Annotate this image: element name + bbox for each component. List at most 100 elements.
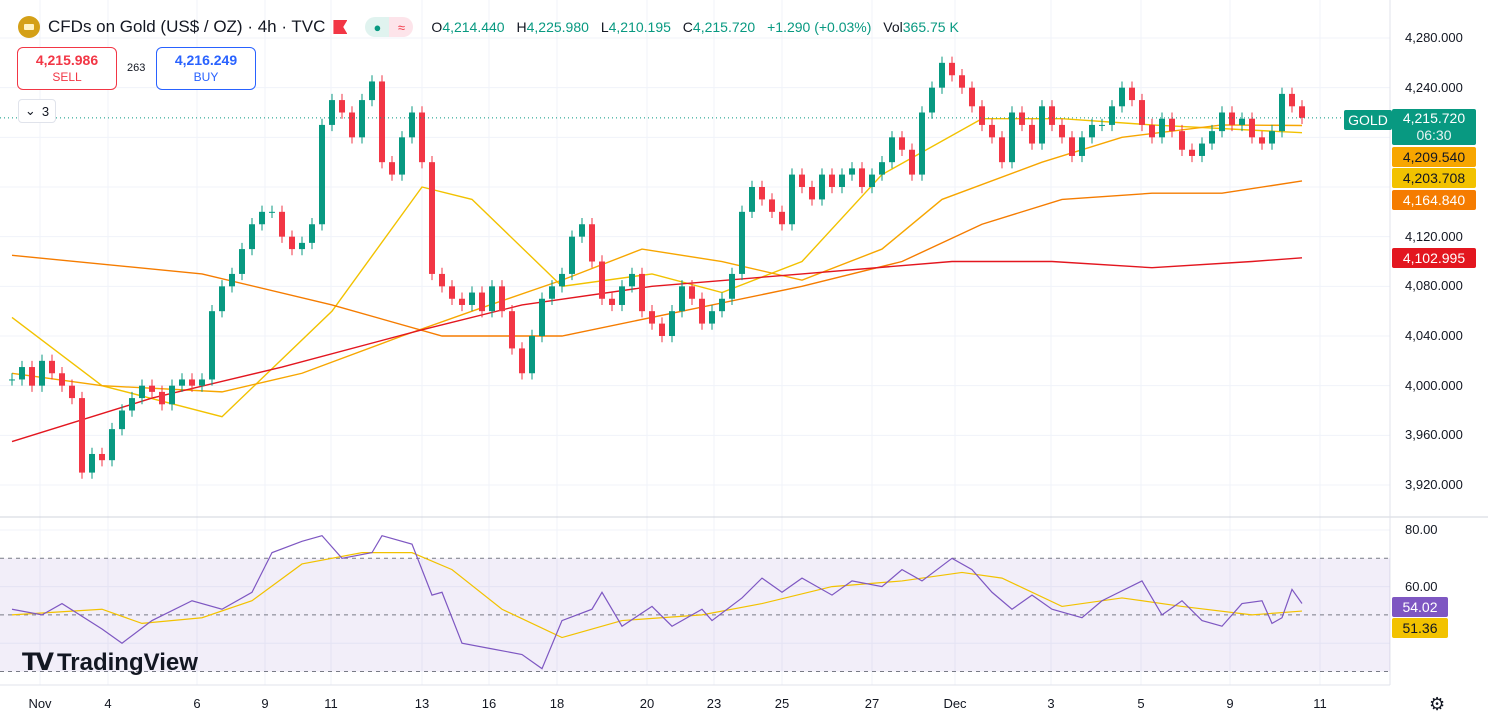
candle-body — [1089, 124, 1095, 138]
candle-body — [879, 162, 885, 175]
candle-body — [339, 100, 345, 113]
candle-body — [1219, 112, 1225, 132]
candle-body — [1249, 118, 1255, 138]
symbol-title[interactable]: CFDs on Gold (US$ / OZ) · 4h · TVC — [48, 17, 326, 36]
candle-body — [119, 410, 125, 430]
ma-yellow-label: 4,203.708 — [1392, 168, 1476, 188]
settings-gear-icon[interactable]: ⚙ — [1429, 694, 1446, 714]
candle-body — [1099, 124, 1105, 126]
candle-body — [979, 106, 985, 125]
candle-body — [709, 311, 715, 324]
candle-body — [1179, 131, 1185, 150]
buy-button[interactable]: 4,216.249 BUY — [156, 47, 256, 90]
candle-body — [619, 286, 625, 305]
candle-body — [1039, 106, 1045, 144]
price-axis-tick: 3,920.000 — [1405, 477, 1463, 492]
candle-body — [449, 286, 455, 299]
candle-body — [199, 379, 205, 386]
candle-body — [19, 367, 25, 380]
price-axis-tick: 4,280.000 — [1405, 30, 1463, 45]
candle-body — [769, 199, 775, 212]
candle-body — [1079, 137, 1085, 156]
last-price-label: 4,215.720 06:30 — [1392, 109, 1476, 145]
candle-body — [669, 311, 675, 337]
bar-countdown: 06:30 — [1416, 127, 1452, 143]
candle-body — [1199, 143, 1205, 156]
time-axis-tick: 13 — [414, 696, 430, 711]
candle-body — [9, 379, 15, 381]
candle-body — [499, 286, 505, 312]
candle-body — [689, 286, 695, 299]
brand-name: TradingView — [56, 648, 198, 676]
candle-body — [369, 81, 375, 101]
candle-body — [279, 211, 285, 237]
candle-body — [919, 112, 925, 175]
candle-body — [1229, 112, 1235, 125]
candle-body — [129, 398, 135, 411]
sell-label: SELL — [52, 70, 82, 84]
time-axis-tick: 4 — [104, 696, 112, 711]
candle-body — [759, 187, 765, 200]
candle-body — [379, 81, 385, 163]
candle-body — [429, 162, 435, 274]
candle-body — [309, 224, 315, 243]
candle-body — [359, 100, 365, 138]
buy-label: BUY — [193, 70, 219, 84]
candle-body — [439, 273, 445, 287]
candle-body — [319, 124, 325, 225]
candle-body — [929, 87, 935, 113]
last-price: 4,215.720 — [1402, 110, 1466, 126]
indicators-toggle-button[interactable]: ⌄ 3 — [18, 99, 56, 123]
ohlc-values: O4,214.440 H4,225.980 L4,210.195 C4,215.… — [431, 19, 966, 35]
time-axis-tick: 6 — [193, 696, 201, 711]
candle-body — [839, 174, 845, 188]
moving-average-line — [11, 257, 1303, 443]
candle-body — [889, 137, 895, 163]
open-key: O — [431, 19, 443, 35]
candle-body — [969, 87, 975, 107]
candle-body — [1159, 118, 1165, 138]
candle-body — [1069, 137, 1075, 156]
tradingview-logo[interactable]: 𝗧𝗩 TradingView — [22, 648, 198, 677]
candle-body — [559, 273, 565, 287]
flag-icon[interactable] — [333, 20, 348, 34]
volume-key: Vol — [883, 19, 903, 35]
candle-body — [239, 249, 245, 274]
candle-body — [789, 174, 795, 225]
candle-body — [869, 174, 875, 188]
candle-body — [959, 75, 965, 88]
time-axis-tick: 3 — [1047, 696, 1055, 711]
candle-body — [679, 286, 685, 312]
gold-coin-icon — [18, 16, 40, 38]
rsi-signal-line — [11, 552, 1303, 639]
candle-body — [949, 62, 955, 76]
sell-button[interactable]: 4,215.986 SELL — [17, 47, 117, 90]
candle-body — [1029, 124, 1035, 144]
candle-body — [469, 292, 475, 305]
candle-body — [349, 112, 355, 138]
candle-body — [1259, 137, 1265, 144]
candle-body — [189, 379, 195, 386]
time-axis-tick: 9 — [261, 696, 269, 711]
candle-body — [909, 149, 915, 175]
candle-body — [1129, 87, 1135, 101]
time-axis-tick: 16 — [481, 696, 497, 711]
market-status[interactable]: ● ≈ — [365, 17, 414, 37]
candle-body — [109, 429, 115, 461]
candle-body — [999, 137, 1005, 163]
candle-body — [639, 273, 645, 312]
price-axis-tick: 4,080.000 — [1405, 278, 1463, 294]
candle-body — [549, 286, 555, 299]
close-key: C — [682, 19, 693, 35]
price-axis-tick: 4,120.000 — [1405, 228, 1463, 244]
candle-body — [829, 174, 835, 188]
moving-average-line — [11, 118, 1303, 418]
candle-body — [409, 112, 415, 138]
ma-orange-label: 4,164.840 — [1392, 190, 1476, 210]
candle-body — [1119, 87, 1125, 107]
rsi-axis-tick: 60.00 — [1405, 578, 1438, 594]
candle-body — [1289, 93, 1295, 107]
candle-body — [579, 224, 585, 237]
candle-body — [719, 298, 725, 312]
